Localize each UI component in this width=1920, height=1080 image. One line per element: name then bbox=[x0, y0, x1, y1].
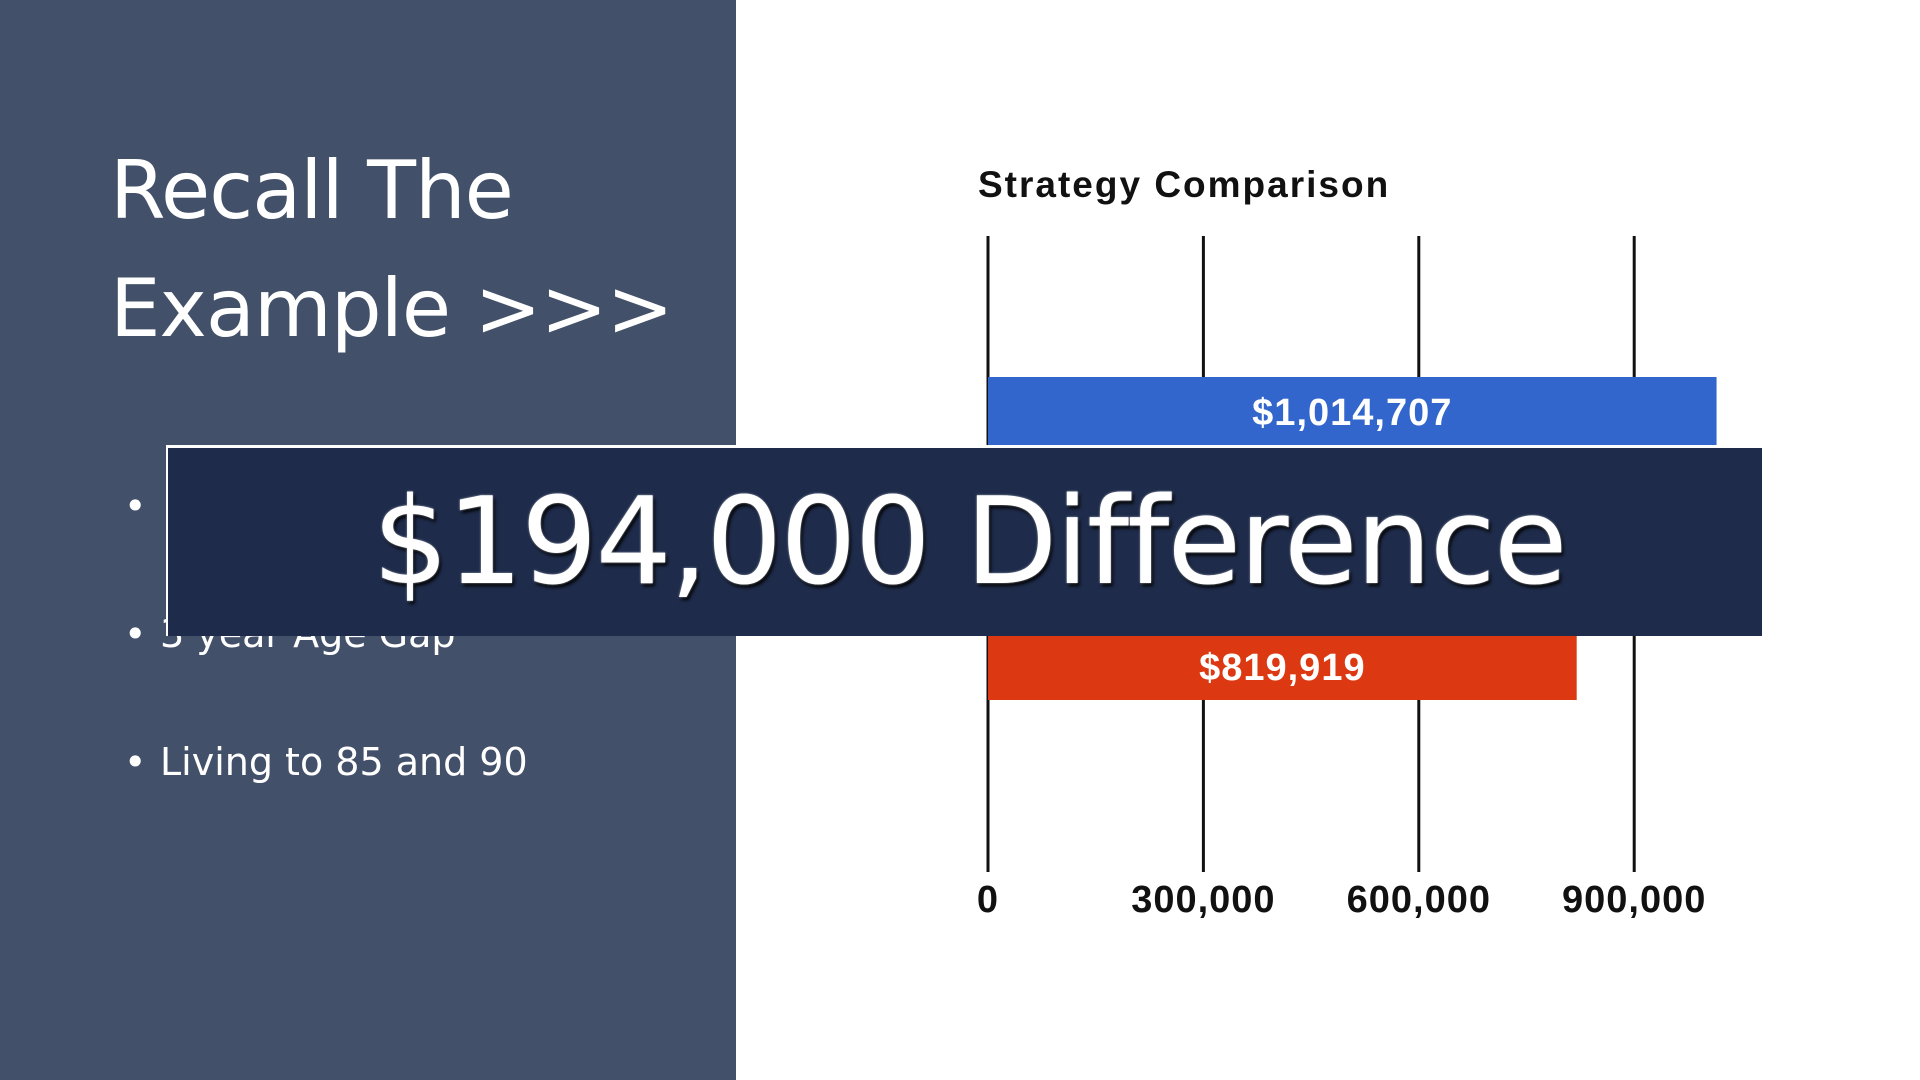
bar-2 bbox=[988, 632, 1577, 700]
bar-label-1: $1,014,707 bbox=[1252, 392, 1452, 434]
bar-label-2: $819,919 bbox=[1199, 647, 1366, 689]
difference-banner-text: $194,000 Difference bbox=[372, 472, 1567, 612]
x-tick-label-2: 300,000 bbox=[1131, 879, 1275, 921]
x-tick-label-3: 600,000 bbox=[1347, 879, 1491, 921]
x-tick-label-1: 0 bbox=[977, 879, 999, 921]
bullet-item-3: Living to 85 and 90 bbox=[124, 736, 528, 864]
slide-title-line-1: Recall The bbox=[110, 144, 514, 237]
difference-banner: $194,000 Difference bbox=[166, 445, 1762, 636]
chart-title: Strategy Comparison bbox=[978, 164, 1391, 205]
bar-1 bbox=[988, 377, 1717, 445]
slide-title-line-2: Example >>> bbox=[110, 262, 674, 355]
x-tick-label-4: 900,000 bbox=[1562, 879, 1706, 921]
bullet-item-1 bbox=[124, 480, 528, 608]
slide-title: Recall The Example >>> bbox=[110, 132, 674, 368]
